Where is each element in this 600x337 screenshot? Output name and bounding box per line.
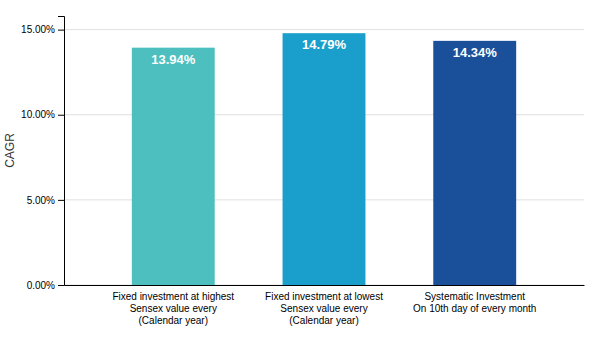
tick-mark [58,115,64,116]
bar [283,33,366,285]
tick-label: 0.00% [27,280,55,291]
bar [433,41,516,285]
plot: 0.00% 5.00% 10.00% 15.00% Fixed investment a… [3,17,585,327]
axis-line [58,17,65,286]
data-labels: 13.94% 14.79% 14.34% [151,37,497,66]
x-axis: Fixed investment at highestSensex value … [65,286,585,327]
tick-label-line: Sensex value every [280,303,367,314]
y-axis-title: CAGR [3,133,17,168]
tick-label: Systematic InvestmentOn 10th day of ever… [413,291,536,314]
tick: Systematic InvestmentOn 10th day of ever… [413,291,536,314]
grid-line [64,29,584,30]
tick: 15.00% [21,24,64,35]
tick: Fixed investment at lowestSensex value e… [265,291,383,326]
tick: 5.00% [27,195,64,206]
y-axis: 0.00% 5.00% 10.00% 15.00% [21,17,64,291]
tick-label-line: On 10th day of every month [413,303,536,314]
tick-label-line: (Calendar year) [139,315,208,326]
tick-label: 10.00% [21,109,55,120]
tick-label: Fixed investment at lowestSensex value e… [265,291,383,326]
data-label: 14.79% [302,37,347,52]
tick-mark [58,285,64,286]
tick-label: 5.00% [27,195,55,206]
tick-label-line: Fixed investment at highest [112,291,234,302]
bars [132,33,516,285]
data-label: 13.94% [151,52,196,67]
tick-mark [58,200,64,201]
tick-label: 15.00% [21,24,55,35]
tick-label-line: Systematic Investment [424,291,525,302]
tick-mark [58,30,64,31]
tick-label-line: (Calendar year) [289,315,358,326]
tick: 10.00% [21,109,64,120]
chart: 0.00% 5.00% 10.00% 15.00% Fixed investment a… [0,0,600,337]
tick-label-line: Fixed investment at lowest [265,291,383,302]
axis-line [65,285,585,286]
grid [64,30,584,285]
tick: Fixed investment at highestSensex value … [112,291,234,326]
data-label: 14.34% [453,45,498,60]
tick-label: Fixed investment at highestSensex value … [112,291,234,326]
bar [132,48,215,285]
tick: 0.00% [27,280,64,291]
tick-label-line: Sensex value every [130,303,217,314]
